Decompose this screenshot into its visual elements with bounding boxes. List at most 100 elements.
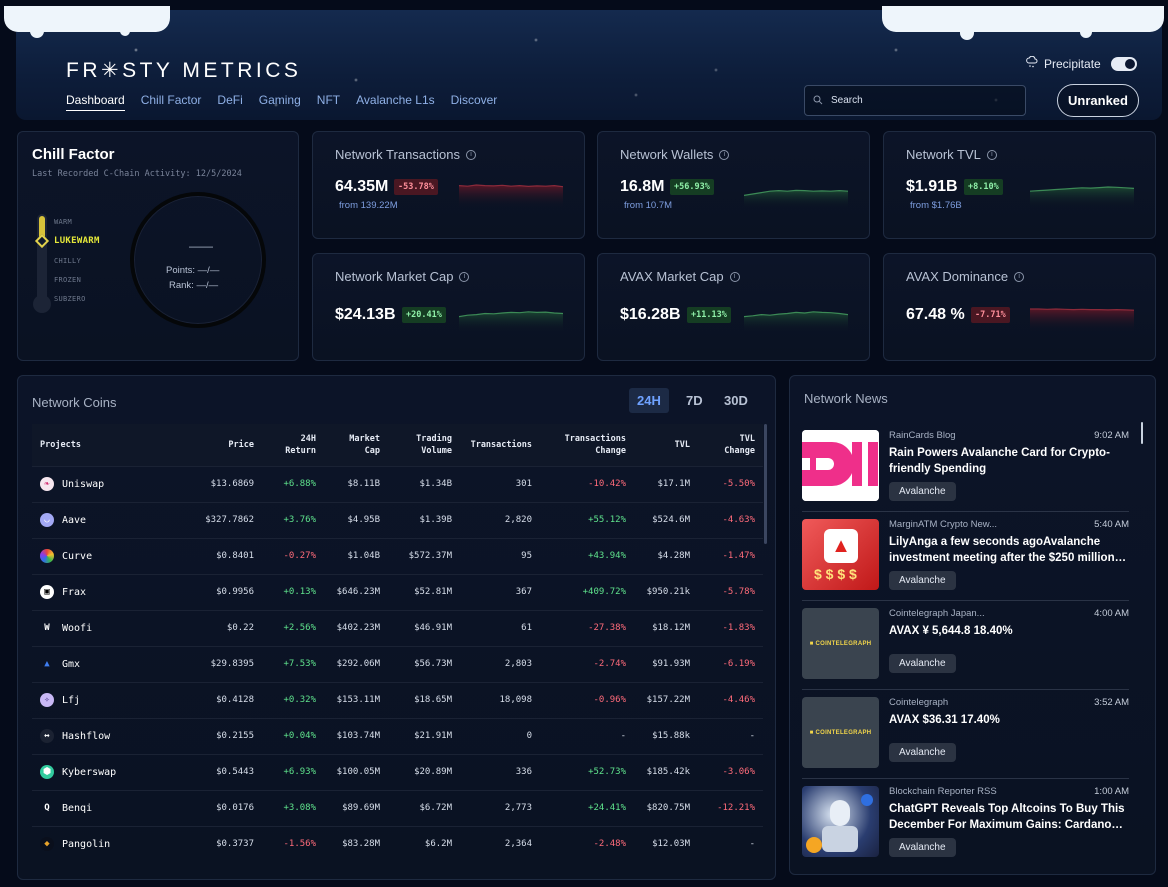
- cell-project[interactable]: ↔ Hashflow: [32, 717, 182, 754]
- cell-price: $13.6869: [182, 465, 262, 502]
- cell-project[interactable]: ▲ Gmx: [32, 645, 182, 682]
- news-headline[interactable]: ChatGPT Reveals Top Altcoins To Buy This…: [889, 803, 1125, 831]
- cell-project[interactable]: ◆ Pangolin: [32, 825, 182, 862]
- nav-avalanche-l1s[interactable]: Avalanche L1s: [356, 93, 435, 107]
- news-headline[interactable]: LilyAnga a few seconds agoAvalanche inve…: [889, 536, 1127, 564]
- table-row[interactable]: ▲ Gmx $29.8395 +7.53% $292.06M $56.73M 2…: [32, 645, 763, 682]
- table-row[interactable]: ◆ Pangolin $0.3737 -1.56% $83.28M $6.2M …: [32, 825, 763, 862]
- news-item[interactable]: ▲ $ $ $ $ MarginATM Crypto New... 5:40 AM…: [802, 519, 1129, 601]
- info-icon[interactable]: i: [1014, 271, 1025, 282]
- news-item[interactable]: RainCards Blog 9:02 AM Rain Powers Avala…: [802, 430, 1129, 512]
- table-row[interactable]: ▣ Frax $0.9956 +0.13% $646.23M $52.81M 3…: [32, 573, 763, 610]
- news-scrollbar[interactable]: [1141, 422, 1143, 444]
- cell-project[interactable]: ◡ Aave: [32, 501, 182, 538]
- info-icon[interactable]: i: [986, 149, 997, 160]
- col-price[interactable]: Price: [182, 424, 262, 466]
- col-projects[interactable]: Projects: [32, 424, 182, 466]
- nav-chill-factor[interactable]: Chill Factor: [140, 93, 202, 107]
- table-row[interactable]: ⬢ Kyberswap $0.5443 +6.93% $100.05M $20.…: [32, 753, 763, 790]
- raincards-logo[interactable]: [802, 430, 879, 501]
- news-headline[interactable]: AVAX ¥ 5,644.8 18.40%: [889, 625, 1013, 637]
- stat-title-text: Network TVL: [906, 147, 981, 162]
- col-24h-return[interactable]: 24H Return: [262, 424, 324, 466]
- cell-tvl: $157.22M: [634, 681, 698, 718]
- table-row[interactable]: Q Benqi $0.0176 +3.08% $89.69M $6.72M 2,…: [32, 789, 763, 826]
- col-tvl[interactable]: TVL: [634, 424, 698, 466]
- nav-gaming[interactable]: Gaming: [258, 93, 301, 107]
- snow-decoration-right: [882, 6, 1164, 32]
- table-row[interactable]: ◡ Aave $327.7862 +3.76% $4.95B $1.39B 2,…: [32, 501, 763, 538]
- table-row[interactable]: Curve $0.8401 -0.27% $1.04B $572.37M 95 …: [32, 537, 763, 574]
- news-tag[interactable]: Avalanche: [889, 838, 956, 857]
- news-headline[interactable]: AVAX $36.31 17.40%: [889, 714, 1000, 726]
- cell-transactions: 61: [460, 609, 540, 646]
- cell-trading-volume: $18.65M: [388, 681, 460, 718]
- cell-transactions: 367: [460, 573, 540, 610]
- nav-defi[interactable]: DeFi: [217, 93, 243, 107]
- cell-transactions: 301: [460, 465, 540, 502]
- cell-transactions-change: -: [540, 717, 634, 754]
- cell-transactions-change: +409.72%: [540, 573, 634, 610]
- news-item[interactable]: Blockchain Reporter RSS 1:00 AM ChatGPT …: [802, 786, 1129, 866]
- curve-icon: [40, 549, 54, 563]
- stat-value: $16.28B: [620, 306, 681, 323]
- news-tag[interactable]: Avalanche: [889, 571, 956, 590]
- news-tag[interactable]: Avalanche: [889, 743, 956, 762]
- table-scrollbar[interactable]: [764, 424, 767, 544]
- cell-project[interactable]: Q Benqi: [32, 789, 182, 826]
- snow-drip: [30, 24, 44, 38]
- avalanche-investment-image[interactable]: ▲ $ $ $ $: [802, 519, 879, 590]
- news-item[interactable]: ■ COINTELEGRAPH Cointelegraph Japan... 4…: [802, 608, 1129, 690]
- col-transactions[interactable]: Transactions: [460, 424, 540, 466]
- network-news-panel: Network News RainCards Blog 9:02 AM Rain…: [789, 375, 1156, 875]
- news-tag[interactable]: Avalanche: [889, 654, 956, 673]
- cell-price: $0.5443: [182, 753, 262, 790]
- col-transactions-change[interactable]: Transactions Change: [540, 424, 634, 466]
- stat-previous-value: from 139.22M: [339, 200, 398, 211]
- robot-image[interactable]: [802, 786, 879, 857]
- cell-project[interactable]: ❧ Uniswap: [32, 465, 182, 502]
- app-logo[interactable]: FR✳STY METRICS: [66, 59, 302, 82]
- uniswap-icon: ❧: [40, 477, 54, 491]
- nav-discover[interactable]: Discover: [450, 93, 498, 107]
- cell-project[interactable]: ⬢ Kyberswap: [32, 753, 182, 790]
- stat-value: $1.91B: [906, 178, 958, 195]
- search-input[interactable]: [831, 95, 1011, 106]
- col-tvl-change[interactable]: TVL Change: [698, 424, 763, 466]
- cointelegraph-logo[interactable]: ■ COINTELEGRAPH: [802, 608, 879, 679]
- cell-transactions: 336: [460, 753, 540, 790]
- stat-value: 16.8M: [620, 178, 665, 195]
- table-row[interactable]: W Woofi $0.22 +2.56% $402.23M $46.91M 61…: [32, 609, 763, 646]
- project-name: Benqi: [62, 802, 93, 814]
- cell-project[interactable]: ▣ Frax: [32, 573, 182, 610]
- precipitate-toggle[interactable]: [1110, 56, 1137, 71]
- range-30d[interactable]: 30D: [724, 393, 748, 408]
- cell-trading-volume: $1.39B: [388, 501, 460, 538]
- news-headline[interactable]: Rain Powers Avalanche Card for Crypto-fr…: [889, 447, 1110, 475]
- cointelegraph-logo[interactable]: ■ COINTELEGRAPH: [802, 697, 879, 768]
- col-trading-volume[interactable]: Trading Volume: [388, 424, 460, 466]
- cell-project[interactable]: Curve: [32, 537, 182, 574]
- table-row[interactable]: ❧ Uniswap $13.6869 +6.88% $8.11B $1.34B …: [32, 465, 763, 502]
- info-icon[interactable]: i: [729, 271, 740, 282]
- nav-nft[interactable]: NFT: [316, 93, 341, 107]
- range-24h[interactable]: 24H: [629, 388, 669, 413]
- nav-dashboard[interactable]: Dashboard: [66, 93, 125, 111]
- col-market-cap[interactable]: Market Cap: [324, 424, 388, 466]
- cell-transactions-change: +24.41%: [540, 789, 634, 826]
- table-row[interactable]: ↔ Hashflow $0.2155 +0.04% $103.74M $21.9…: [32, 717, 763, 754]
- news-tag[interactable]: Avalanche: [889, 482, 956, 501]
- table-row[interactable]: ✧ Lfj $0.4128 +0.32% $153.11M $18.65M 18…: [32, 681, 763, 718]
- news-item[interactable]: ■ COINTELEGRAPH Cointelegraph 3:52 AM AV…: [802, 697, 1129, 779]
- project-name: Kyberswap: [62, 766, 117, 778]
- info-icon[interactable]: i: [719, 149, 730, 160]
- info-icon[interactable]: i: [459, 271, 470, 282]
- cell-project[interactable]: W Woofi: [32, 609, 182, 646]
- cell-price: $29.8395: [182, 645, 262, 682]
- frax-icon: ▣: [40, 585, 54, 599]
- network-market-cap-card: Network Market Cap i $24.13B +20.41%: [312, 253, 585, 361]
- range-7d[interactable]: 7D: [686, 393, 703, 408]
- rank-button[interactable]: Unranked: [1057, 84, 1139, 117]
- cell-project[interactable]: ✧ Lfj: [32, 681, 182, 718]
- info-icon[interactable]: i: [466, 149, 476, 160]
